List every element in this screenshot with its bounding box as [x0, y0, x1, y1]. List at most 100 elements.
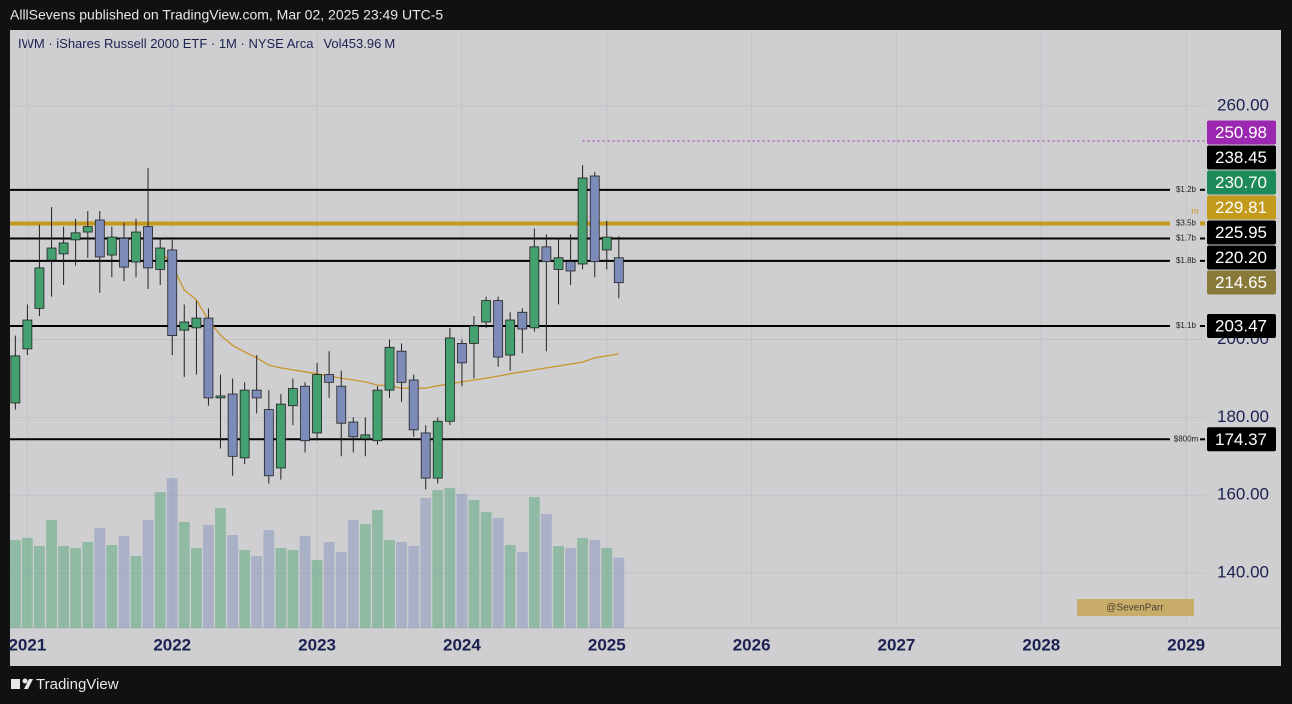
candle-body [300, 385, 310, 442]
level-label: $1.8b [1176, 256, 1197, 265]
level-label: $800m [1174, 434, 1199, 443]
brand: TradingView [36, 676, 119, 693]
price-label: 174.37 [1215, 430, 1267, 449]
y-tick-label: 260.00 [1217, 95, 1269, 114]
price-label-box [1207, 245, 1276, 270]
volume-bar [239, 550, 251, 628]
price-label-box [1207, 170, 1276, 195]
x-tick-label: 2022 [153, 635, 191, 654]
volume-bar [215, 508, 226, 628]
candle-body [251, 389, 262, 399]
candle-body [517, 311, 528, 330]
volume-bar [9, 539, 21, 628]
candle-body [94, 219, 105, 258]
volume-bar [456, 493, 468, 628]
x-tick-label: 2029 [1167, 635, 1205, 654]
price-label: 250.98 [1215, 123, 1267, 142]
candle-body [589, 175, 600, 263]
x-tick-label: 2025 [588, 635, 626, 654]
candle-body [432, 420, 443, 479]
tv-logo [11, 678, 33, 689]
level-label: $1.1b [1176, 321, 1197, 330]
volume-bar [613, 557, 625, 628]
candle-body [601, 236, 612, 251]
volume-bar [94, 528, 106, 628]
volume-bar [432, 490, 444, 628]
candle-body [58, 242, 69, 255]
x-tick-label: 2026 [733, 635, 771, 654]
candle-body [275, 403, 286, 469]
volume-bar [58, 546, 70, 628]
level-label: $3.5b [1176, 219, 1197, 228]
volume-bar [384, 539, 395, 628]
volume-unit: M [384, 36, 395, 51]
candle-body [191, 317, 202, 329]
candle-body [505, 319, 516, 356]
candle-body [22, 319, 33, 350]
volume-bar [154, 492, 166, 628]
volume-bar [359, 523, 371, 628]
level-label: $1.7b [1176, 234, 1197, 243]
x-tick-label: 2027 [878, 635, 916, 654]
candle-body [481, 300, 492, 323]
candle-body [119, 237, 129, 268]
volume-bar [178, 521, 190, 628]
volume-bar [504, 545, 516, 628]
volume-bar [589, 539, 601, 628]
plot-area [10, 30, 1281, 666]
candle-body [541, 246, 552, 263]
volume-bar [251, 555, 263, 628]
price-label: 229.81 [1215, 198, 1267, 217]
legend-title: IWM · iShares Russell 2000 ETF · 1M · NY… [18, 36, 314, 51]
volume-bar [601, 548, 613, 628]
candle-body [613, 257, 624, 284]
candle-body [263, 409, 274, 477]
volume-bar [553, 546, 564, 628]
y-tick-label: 140.00 [1217, 563, 1269, 582]
level-label: $1.2b [1176, 185, 1197, 194]
volume-bar [130, 555, 142, 628]
candle-body [131, 231, 141, 263]
price-label-box [1207, 195, 1276, 220]
volume-bar [323, 541, 335, 628]
candle-body [384, 346, 395, 391]
candle-body [336, 385, 347, 424]
price-label-box [1207, 270, 1276, 295]
candle-body [239, 389, 250, 459]
x-tick-label: 2028 [1022, 635, 1060, 654]
volume-bar [528, 497, 540, 628]
volume-bar [142, 519, 154, 628]
candle-body [70, 232, 81, 241]
volume-bar [396, 541, 407, 628]
volume-bar [577, 537, 588, 628]
price-label: 238.45 [1215, 148, 1267, 167]
y-tick-label: 180.00 [1217, 407, 1269, 426]
price-label-box [1207, 314, 1276, 339]
volume-label: Vol [323, 36, 341, 51]
volume-bar [46, 519, 57, 628]
candle-body [577, 177, 588, 265]
volume-bar [166, 477, 178, 628]
level-marker: m [1191, 206, 1199, 216]
candle-body [82, 226, 93, 233]
volume-bar [275, 548, 287, 628]
volume-bar [408, 546, 420, 628]
candle-body [408, 379, 419, 431]
publisher: AlllSevens published on TradingView.com,… [10, 7, 443, 23]
volume-bar [203, 524, 214, 628]
volume-bar [106, 545, 118, 628]
volume-bar [263, 530, 275, 628]
volume-bar [299, 535, 311, 628]
candle-body [324, 374, 335, 383]
volume-bar [70, 548, 82, 628]
volume-bar [227, 535, 239, 628]
volume-bar [21, 537, 33, 628]
candle-body [420, 432, 431, 479]
price-label: 220.20 [1215, 248, 1267, 267]
volume-bar [540, 514, 552, 628]
signature: @SevenParr [1106, 603, 1164, 614]
signature-box [1077, 599, 1194, 616]
price-label-box [1207, 145, 1276, 170]
candle-body [215, 395, 226, 399]
